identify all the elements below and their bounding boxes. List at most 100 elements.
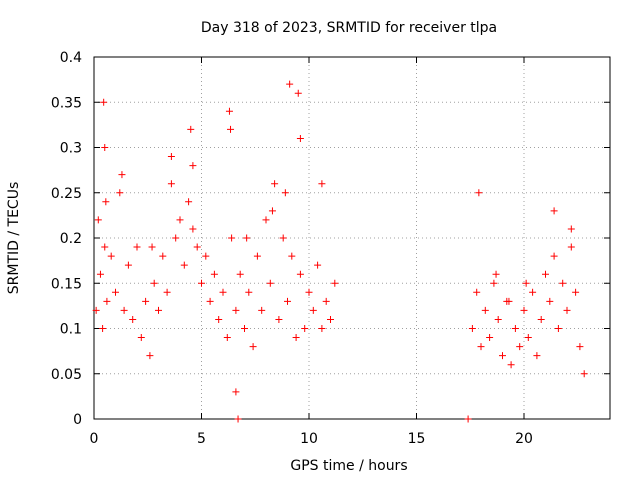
data-point (554, 325, 562, 332)
data-point (550, 252, 558, 260)
data-point (507, 361, 515, 369)
data-point (318, 180, 326, 188)
data-point (227, 125, 235, 133)
data-point (167, 180, 175, 188)
data-point (499, 352, 506, 360)
data-point (92, 306, 100, 314)
data-point (286, 80, 294, 88)
data-point (494, 315, 502, 323)
data-point (102, 198, 110, 206)
data-point (232, 388, 240, 396)
data-point (492, 270, 500, 278)
y-tick-label: 0.35 (51, 95, 82, 111)
axis-ticks (93, 56, 610, 420)
data-point (159, 252, 167, 260)
data-point (206, 297, 214, 305)
data-point (468, 325, 476, 332)
data-point (129, 315, 137, 323)
data-point (124, 261, 132, 269)
data-point (567, 243, 575, 251)
data-point (275, 315, 283, 323)
data-point (490, 279, 498, 287)
data-point (193, 243, 201, 251)
y-tick-label: 0.4 (60, 50, 82, 66)
data-point (148, 243, 156, 251)
data-point (155, 306, 162, 314)
y-tick-label: 0.3 (60, 141, 82, 157)
gridlines (94, 57, 610, 419)
data-point (258, 306, 266, 314)
y-tick-label: 0 (73, 412, 82, 428)
data-point (481, 306, 489, 314)
data-point (210, 270, 218, 278)
y-axis-tick-labels: 0 0.05 0.1 0.15 0.2 0.25 0.3 0.35 0.4 (51, 50, 82, 428)
data-point (486, 334, 494, 342)
x-tick-label: 10 (300, 431, 318, 447)
data-point (120, 306, 128, 314)
data-point (464, 415, 472, 423)
data-point (305, 288, 313, 296)
data-point (118, 171, 126, 179)
data-point (318, 325, 326, 332)
data-point (505, 297, 513, 305)
x-axis-label: GPS time / hours (290, 458, 407, 474)
data-point (137, 334, 145, 342)
data-point (322, 297, 330, 305)
data-point (279, 234, 287, 242)
data-point (314, 261, 322, 269)
data-point (249, 343, 257, 351)
plot-frame (93, 56, 611, 420)
y-tick-label: 0.1 (60, 322, 82, 338)
data-point (284, 297, 291, 305)
data-point (103, 297, 111, 305)
data-point (309, 306, 317, 314)
data-point (236, 270, 244, 278)
x-tick-label: 20 (515, 431, 533, 447)
data-point (187, 125, 195, 133)
data-point (567, 225, 575, 233)
y-tick-label: 0.2 (60, 231, 82, 247)
data-point (563, 306, 571, 314)
data-point (176, 216, 184, 224)
data-point (202, 252, 210, 260)
data-point (559, 279, 567, 287)
data-point (580, 370, 588, 378)
data-point (96, 270, 104, 278)
y-tick-label: 0.25 (51, 186, 82, 202)
data-point (228, 234, 236, 242)
data-point (522, 279, 530, 287)
data-point (189, 225, 197, 233)
data-point (94, 216, 102, 224)
data-point (198, 279, 205, 287)
data-point (262, 216, 270, 224)
data-point (112, 288, 119, 296)
data-point (225, 107, 233, 115)
x-tick-label: 15 (408, 431, 426, 447)
data-point (150, 279, 158, 287)
data-points (92, 80, 588, 423)
data-point (241, 325, 248, 332)
data-point (232, 306, 240, 314)
chart-title: Day 318 of 2023, SRMTID for receiver tlp… (201, 20, 497, 36)
data-point (520, 306, 528, 314)
x-tick-label: 5 (197, 431, 206, 447)
data-point (268, 207, 276, 215)
data-point (116, 189, 124, 197)
data-point (477, 343, 485, 351)
data-point (288, 252, 296, 260)
data-point (296, 134, 304, 142)
data-point (475, 189, 483, 197)
data-point (223, 334, 231, 342)
data-point (516, 343, 524, 351)
data-point (167, 153, 175, 161)
data-point (146, 352, 154, 360)
data-point (215, 315, 223, 323)
data-point (546, 297, 554, 305)
data-point (511, 325, 519, 332)
data-point (253, 252, 261, 260)
y-tick-label: 0.15 (51, 276, 82, 292)
data-point (100, 98, 108, 106)
data-point (524, 334, 532, 342)
data-point (331, 279, 339, 287)
